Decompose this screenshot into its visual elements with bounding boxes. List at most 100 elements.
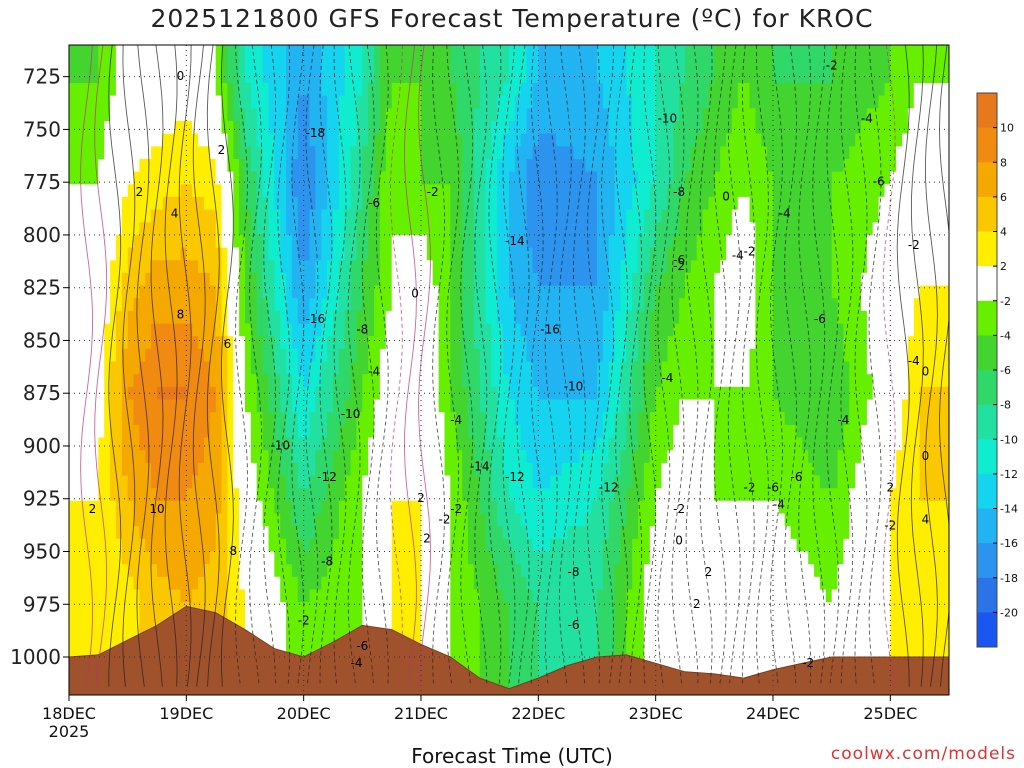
temp-cell [579, 260, 586, 274]
temp-cell [98, 437, 105, 451]
temp-cell [397, 475, 404, 489]
temp-cell [291, 374, 299, 388]
temp-cell [286, 437, 293, 451]
temp-cell [309, 450, 316, 464]
temp-cell [438, 83, 446, 97]
temp-cell [338, 171, 346, 185]
temp-cell [626, 159, 633, 173]
temp-cell [303, 336, 311, 350]
temp-cell [597, 399, 604, 413]
temp-cell [538, 602, 545, 616]
temp-cell [438, 247, 446, 261]
temp-cell [139, 614, 146, 629]
temp-cell [186, 526, 193, 540]
temp-cell [626, 45, 633, 59]
temp-cell [268, 513, 275, 527]
temp-cell [250, 209, 258, 223]
temp-cell [467, 260, 475, 274]
temp-cell [620, 399, 627, 413]
temp-cell [467, 614, 475, 629]
temp-cell [180, 45, 187, 59]
temp-cell [115, 475, 123, 489]
temp-cell [297, 399, 305, 413]
temp-cell [74, 437, 82, 451]
temp-cell [250, 412, 258, 426]
temp-cell [497, 602, 504, 616]
temp-cell [92, 475, 99, 489]
temp-cell [374, 336, 381, 350]
temp-cell [74, 95, 82, 109]
temp-cell [473, 247, 481, 261]
temp-cell [374, 70, 381, 84]
temp-cell [86, 184, 94, 198]
temp-cell [92, 323, 99, 337]
temp-cell [532, 665, 539, 679]
temp-cell [168, 272, 176, 287]
temp-cell [473, 196, 481, 211]
temp-cell [561, 121, 569, 135]
temp-cell [426, 399, 434, 413]
temp-cell [98, 70, 105, 84]
temp-cell [368, 424, 375, 439]
temp-cell [80, 95, 88, 109]
temp-cell [567, 500, 575, 515]
temp-cell [503, 146, 510, 160]
temp-cell [561, 526, 569, 540]
temp-cell [585, 247, 592, 261]
temp-cell [162, 589, 170, 603]
temp-cell [385, 196, 393, 211]
temp-cell [385, 602, 393, 616]
temp-cell [514, 222, 522, 236]
temp-cell [350, 272, 358, 287]
temp-cell [268, 95, 275, 109]
temp-cell [409, 184, 416, 198]
temp-cell [315, 70, 322, 84]
temp-cell [415, 589, 422, 603]
temp-cell [608, 564, 616, 578]
temp-cell [104, 627, 111, 641]
temp-cell [456, 437, 463, 451]
temp-cell [614, 298, 622, 312]
temp-cell [315, 323, 322, 337]
temp-cell [174, 538, 182, 553]
temp-cell [92, 602, 99, 616]
temp-cell [315, 374, 322, 388]
temp-cell [115, 108, 123, 122]
temp-cell [262, 488, 270, 502]
temp-cell [397, 45, 404, 59]
temp-cell [544, 159, 551, 173]
temp-cell [520, 513, 528, 527]
temp-cell [92, 272, 99, 287]
temp-cell [538, 159, 545, 173]
temp-cell [174, 412, 182, 426]
temp-cell [550, 374, 557, 388]
temp-cell [379, 424, 387, 439]
temp-cell [291, 564, 299, 578]
temp-cell [186, 45, 193, 59]
temp-cell [203, 95, 211, 109]
temp-cell [450, 146, 457, 160]
temp-cell [520, 209, 528, 223]
temp-cell [374, 399, 381, 413]
temp-cell [80, 57, 88, 71]
temp-cell [514, 285, 522, 299]
temp-cell [303, 83, 311, 97]
temp-cell [421, 336, 428, 350]
temp-cell [309, 121, 316, 135]
temp-cell [503, 450, 510, 464]
temp-cell [432, 386, 440, 401]
temp-cell [133, 627, 140, 641]
temp-cell [479, 209, 487, 223]
temp-cell [368, 272, 375, 287]
temp-cell [462, 45, 469, 59]
temp-cell [385, 83, 393, 97]
temp-cell [544, 513, 551, 527]
temp-cell [497, 513, 504, 527]
temp-cell [368, 614, 375, 629]
temp-cell [139, 538, 146, 553]
temp-cell [573, 108, 580, 122]
temp-cell [573, 589, 580, 603]
temp-cell [485, 665, 492, 679]
temp-cell [74, 424, 82, 439]
temp-cell [526, 450, 534, 464]
